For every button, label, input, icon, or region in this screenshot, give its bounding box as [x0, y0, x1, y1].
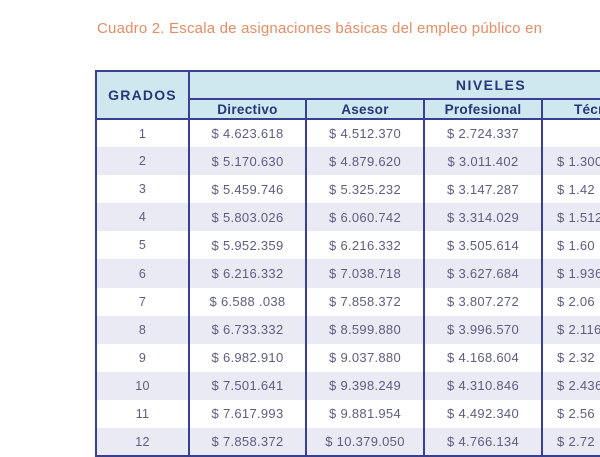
directivo-cell: $ 6.216.332: [188, 259, 307, 288]
tecnico-cell: $ 2.56: [541, 399, 600, 429]
directivo-cell: $ 6.982.910: [188, 343, 307, 372]
tecnico-cell: $ 2.436: [541, 371, 600, 400]
profesional-cell: $ 4.310.846: [423, 371, 543, 400]
table-row: 3 $ 5.459.746 $ 5.325.232 $ 3.147.287 $ …: [95, 175, 600, 204]
niveles-group-header: NIVELES: [187, 70, 600, 100]
grado-cell: 6: [95, 259, 190, 288]
profesional-cell: $ 3.505.614: [423, 231, 543, 260]
asesor-cell: $ 9.398.249: [305, 371, 425, 400]
directivo-cell: $ 7.617.993: [188, 399, 307, 429]
table-caption: Cuadro 2. Escala de asignaciones básicas…: [97, 20, 543, 37]
column-header-profesional: Profesional: [423, 98, 543, 120]
profesional-cell: $ 3.996.570: [423, 315, 543, 344]
profesional-cell: $ 3.627.684: [423, 259, 543, 288]
table-row: 5 $ 5.952.359 $ 6.216.332 $ 3.505.614 $ …: [95, 231, 600, 260]
tecnico-cell: $ 1.512: [541, 203, 600, 232]
directivo-cell: $ 5.459.746: [188, 175, 307, 204]
asesor-cell: $ 9.037.880: [305, 343, 425, 372]
tecnico-cell: $ 2.116: [541, 315, 600, 344]
table-row: 2 $ 5.170.630 $ 4.879.620 $ 3.011.402 $ …: [95, 147, 600, 176]
column-header-directivo: Directivo: [188, 98, 307, 120]
tecnico-cell: $ 1.300: [541, 147, 600, 176]
profesional-cell: $ 4.766.134: [423, 428, 543, 457]
table-row: 1 $ 4.623.618 $ 4.512.370 $ 2.724.337: [95, 119, 600, 148]
grado-cell: 5: [95, 231, 190, 260]
tecnico-cell: $ 1.60: [541, 231, 600, 260]
salary-scale-table: GRADOS NIVELES Directivo Asesor Profesio…: [95, 70, 600, 457]
grados-column-header: GRADOS: [95, 70, 190, 120]
grado-cell: 8: [95, 315, 190, 344]
grado-cell: 12: [95, 428, 190, 457]
table-row: 4 $ 5.803.026 $ 6.060.742 $ 3.314.029 $ …: [95, 203, 600, 232]
header-row-columns: Directivo Asesor Profesional Técnico: [96, 98, 600, 120]
asesor-cell: $ 4.512.370: [305, 119, 425, 148]
column-header-tecnico: Técnico: [541, 98, 600, 120]
table-row: 10 $ 7.501.641 $ 9.398.249 $ 4.310.846 $…: [95, 371, 600, 400]
asesor-cell: $ 6.216.332: [305, 231, 425, 260]
profesional-cell: $ 2.724.337: [423, 119, 543, 148]
tecnico-cell: $ 1.936: [541, 259, 600, 288]
asesor-cell: $ 10.379.050: [305, 428, 425, 457]
grado-cell: 7: [95, 287, 190, 316]
asesor-cell: $ 9.881.954: [305, 399, 425, 429]
table-row: 11 $ 7.617.993 $ 9.881.954 $ 4.492.340 $…: [95, 399, 600, 429]
asesor-cell: $ 5.325.232: [305, 175, 425, 204]
table-header: GRADOS NIVELES Directivo Asesor Profesio…: [95, 70, 600, 120]
table-row: 7 $ 6.588 .038 $ 7.858.372 $ 3.807.272 $…: [95, 287, 600, 316]
profesional-cell: $ 3.011.402: [423, 147, 543, 176]
directivo-cell: $ 5.952.359: [188, 231, 307, 260]
asesor-cell: $ 7.858.372: [305, 287, 425, 316]
profesional-cell: $ 4.168.604: [423, 343, 543, 372]
grado-cell: 1: [95, 119, 190, 148]
grado-cell: 3: [95, 175, 190, 204]
grado-cell: 2: [95, 147, 190, 176]
directivo-cell: $ 7.501.641: [188, 371, 307, 400]
tecnico-cell: $ 1.42: [541, 175, 600, 204]
header-row-niveles: GRADOS NIVELES: [95, 70, 600, 120]
table-body: 1 $ 4.623.618 $ 4.512.370 $ 2.724.337 2 …: [95, 119, 600, 457]
asesor-cell: $ 8.599.880: [305, 315, 425, 344]
directivo-cell: $ 5.170.630: [188, 147, 307, 176]
asesor-cell: $ 7.038.718: [305, 259, 425, 288]
table-row: 6 $ 6.216.332 $ 7.038.718 $ 3.627.684 $ …: [95, 259, 600, 288]
tecnico-cell: $ 2.72: [541, 428, 600, 457]
profesional-cell: $ 3.807.272: [423, 287, 543, 316]
grado-cell: 9: [95, 343, 190, 372]
tecnico-cell: $ 2.32: [541, 343, 600, 372]
directivo-cell: $ 6.588 .038: [188, 287, 307, 316]
tecnico-cell: $ 2.06: [541, 287, 600, 316]
profesional-cell: $ 3.147.287: [423, 175, 543, 204]
grado-cell: 11: [95, 399, 190, 429]
column-header-asesor: Asesor: [305, 98, 425, 120]
asesor-cell: $ 6.060.742: [305, 203, 425, 232]
grado-cell: 10: [95, 371, 190, 400]
directivo-cell: $ 6.733.332: [188, 315, 307, 344]
directivo-cell: $ 5.803.026: [188, 203, 307, 232]
grado-cell: 4: [95, 203, 190, 232]
table-row: 9 $ 6.982.910 $ 9.037.880 $ 4.168.604 $ …: [95, 343, 600, 372]
table-row: 12 $ 7.858.372 $ 10.379.050 $ 4.766.134 …: [95, 428, 600, 457]
directivo-cell: $ 4.623.618: [188, 119, 307, 148]
asesor-cell: $ 4.879.620: [305, 147, 425, 176]
tecnico-cell: [541, 119, 600, 148]
table-row: 8 $ 6.733.332 $ 8.599.880 $ 3.996.570 $ …: [95, 315, 600, 344]
profesional-cell: $ 4.492.340: [423, 399, 543, 429]
directivo-cell: $ 7.858.372: [188, 428, 307, 457]
profesional-cell: $ 3.314.029: [423, 203, 543, 232]
